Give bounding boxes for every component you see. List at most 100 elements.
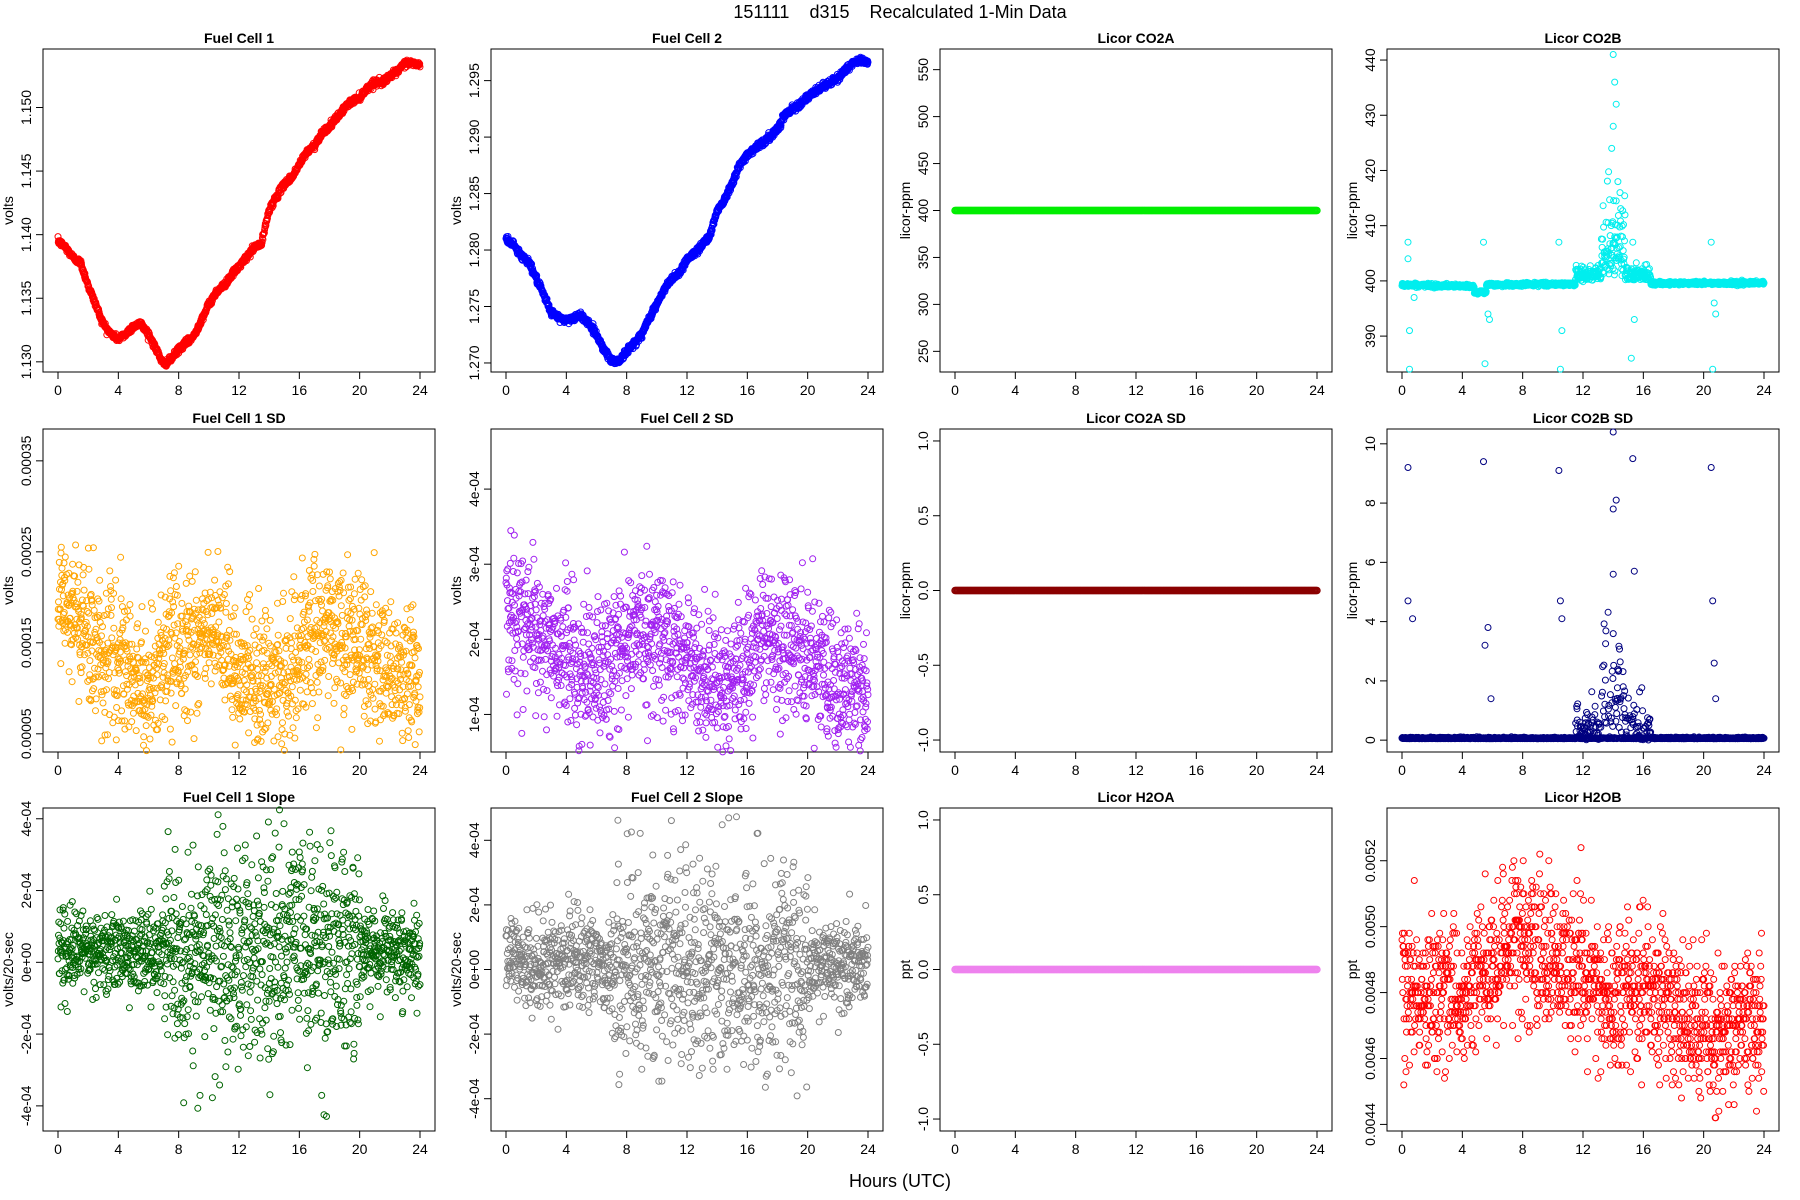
data-point bbox=[1614, 178, 1622, 186]
data-point bbox=[1609, 51, 1617, 58]
data-point bbox=[1629, 238, 1637, 246]
y-tick-label: 0.00025 bbox=[18, 526, 34, 577]
data-point bbox=[1555, 238, 1563, 246]
data-point bbox=[1712, 310, 1720, 318]
data-point bbox=[1404, 238, 1412, 246]
x-tick-label: 16 bbox=[1636, 382, 1652, 398]
y-tick-label: 410 bbox=[1362, 214, 1378, 238]
x-tick-label: 8 bbox=[1072, 382, 1080, 398]
y-tick-label: 400 bbox=[915, 199, 931, 223]
panel-title: Fuel Cell 2 bbox=[652, 30, 722, 46]
x-tick-label: 8 bbox=[175, 762, 183, 778]
data-point bbox=[57, 660, 65, 668]
x-tick-label: 4 bbox=[114, 762, 122, 778]
x-tick-label: 4 bbox=[562, 382, 570, 398]
x-tick-label: 24 bbox=[412, 382, 428, 398]
y-tick-label: 350 bbox=[915, 246, 931, 270]
panel-title: Licor CO2A bbox=[1097, 30, 1174, 46]
y-tick-label: 0.00035 bbox=[18, 435, 34, 486]
y-tick-label: 420 bbox=[1362, 159, 1378, 183]
y-tick-label: 390 bbox=[1362, 324, 1378, 348]
y-tick-label: 1.150 bbox=[18, 90, 34, 125]
data-point bbox=[1632, 259, 1640, 267]
data-point bbox=[1486, 316, 1493, 323]
x-tick-label: 20 bbox=[800, 382, 816, 398]
panel-title: Fuel Cell 1 SD bbox=[192, 410, 285, 426]
plot-frame bbox=[490, 48, 884, 373]
y-tick-label: 300 bbox=[915, 293, 931, 317]
y-axis-label: volts bbox=[0, 576, 16, 605]
y-tick-label: 1.280 bbox=[466, 232, 482, 267]
y-axis-label: volts bbox=[448, 196, 464, 225]
panel-title: Fuel Cell 1 bbox=[204, 30, 274, 46]
y-tick-label: 0.00015 bbox=[18, 617, 34, 668]
x-tick-label: 24 bbox=[1309, 382, 1325, 398]
x-tick-label: 12 bbox=[679, 382, 695, 398]
x-tick-label: 0 bbox=[54, 382, 62, 398]
y-tick-label: 450 bbox=[915, 152, 931, 176]
data-points bbox=[54, 541, 424, 755]
data-point bbox=[1599, 202, 1607, 210]
panel-1: Fuel Cell 10 4 8 12 16 20 241.1301.1351.1401.1… bbox=[0, 30, 436, 398]
x-tick-label: 0 bbox=[502, 382, 510, 398]
data-point bbox=[1556, 365, 1564, 373]
x-tick-label: 4 bbox=[1458, 382, 1466, 398]
data-point bbox=[1406, 327, 1413, 335]
data-point bbox=[1630, 316, 1638, 323]
x-tick-label: 12 bbox=[231, 762, 247, 778]
data-point bbox=[85, 282, 93, 290]
data-point bbox=[1619, 247, 1627, 255]
x-tick-label: 12 bbox=[1128, 382, 1144, 398]
data-point bbox=[1481, 360, 1489, 368]
x-tick-label: 20 bbox=[352, 382, 368, 398]
data-point bbox=[1406, 365, 1413, 373]
data-points bbox=[1398, 51, 1768, 373]
data-point bbox=[1612, 100, 1620, 108]
y-tick-label: 1.295 bbox=[466, 63, 482, 98]
y-tick-label: 440 bbox=[1362, 48, 1378, 72]
x-tick-label: 8 bbox=[623, 382, 631, 398]
plot-frame bbox=[1386, 48, 1780, 373]
panel-title: Licor CO2B bbox=[1544, 30, 1621, 46]
y-tick-label: 1.270 bbox=[466, 345, 482, 380]
data-point bbox=[55, 598, 62, 606]
y-tick-label: 1.290 bbox=[466, 119, 482, 154]
x-tick-label: 24 bbox=[1756, 382, 1772, 398]
y-tick-label: 400 bbox=[1362, 269, 1378, 293]
y-tick-label: 1.285 bbox=[466, 176, 482, 211]
y-tick-label: 430 bbox=[1362, 103, 1378, 127]
data-point bbox=[1611, 78, 1619, 86]
data-point bbox=[1621, 192, 1629, 200]
data-point bbox=[1404, 255, 1412, 263]
x-tick-label: 8 bbox=[1519, 382, 1527, 398]
data-point bbox=[1606, 196, 1614, 204]
data-points bbox=[951, 206, 1321, 215]
data-point bbox=[1558, 327, 1566, 335]
x-tick-label: 12 bbox=[231, 382, 247, 398]
y-tick-label: 1.275 bbox=[466, 289, 482, 324]
data-point bbox=[57, 543, 65, 551]
data-point bbox=[1627, 354, 1635, 362]
x-tick-label: 16 bbox=[1189, 382, 1205, 398]
data-point bbox=[1710, 299, 1718, 307]
data-point bbox=[1608, 144, 1616, 152]
y-tick-label: 1.135 bbox=[18, 281, 34, 316]
panel-5: Fuel Cell 1 SD0 4 8 12 16 20 240.000050.000150… bbox=[0, 410, 436, 778]
x-tick-label: 20 bbox=[1249, 382, 1265, 398]
panel-2: Fuel Cell 20 4 8 12 16 20 241.2701.2751.2801.2… bbox=[448, 30, 884, 398]
x-tick-label: 12 bbox=[1575, 382, 1591, 398]
y-axis-label: licor-ppm bbox=[1344, 182, 1360, 240]
data-point bbox=[1605, 168, 1613, 176]
x-tick-label: 16 bbox=[292, 382, 308, 398]
data-point bbox=[1603, 177, 1611, 185]
y-tick-label: 0.00005 bbox=[18, 708, 34, 759]
y-axis-label: volts bbox=[0, 196, 16, 225]
data-points bbox=[502, 53, 872, 368]
data-point bbox=[1707, 238, 1715, 246]
x-tick-label: 16 bbox=[740, 382, 756, 398]
data-point bbox=[1609, 122, 1617, 130]
y-tick-label: 250 bbox=[915, 339, 931, 363]
y-tick-label: 1.140 bbox=[18, 217, 34, 252]
x-tick-label: 16 bbox=[292, 762, 308, 778]
